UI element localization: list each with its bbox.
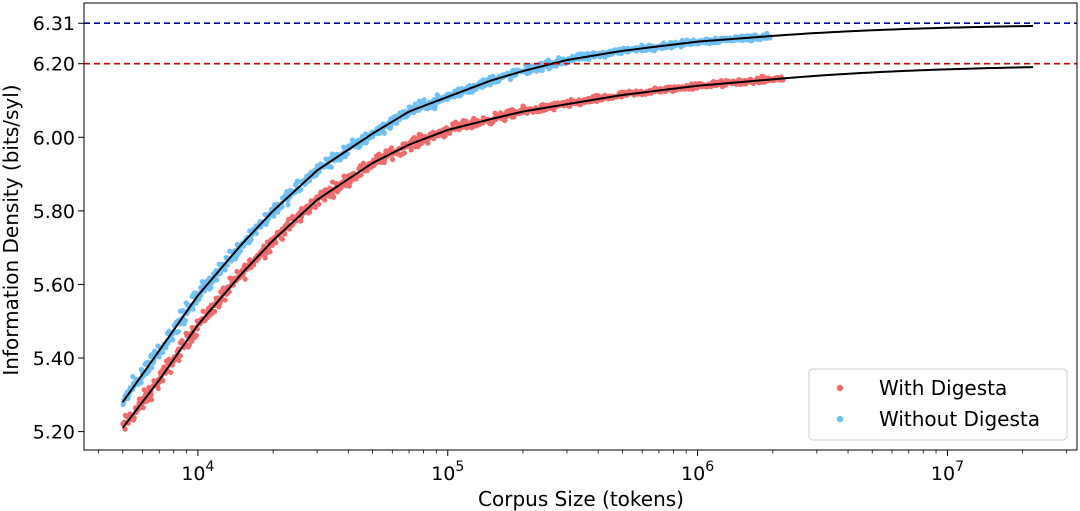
plot-frame	[83, 2, 1078, 451]
data-point	[408, 147, 414, 153]
data-point	[262, 255, 268, 261]
data-point	[279, 236, 285, 242]
data-point	[248, 237, 254, 243]
data-point	[193, 332, 200, 338]
data-point	[186, 342, 192, 348]
data-point	[175, 328, 181, 335]
legend-marker-without-digesta	[836, 415, 844, 423]
data-point	[312, 204, 319, 211]
x-tick-label: 107	[931, 459, 964, 485]
data-point	[149, 397, 155, 403]
data-point	[222, 267, 228, 273]
data-point	[298, 218, 304, 224]
data-point	[160, 378, 166, 384]
data-point	[149, 364, 155, 371]
data-point	[381, 157, 388, 163]
data-point	[182, 317, 189, 323]
data-point	[322, 197, 328, 203]
data-point	[298, 186, 304, 192]
data-point	[282, 231, 288, 237]
y-axis-title: Information Density (bits/syl)	[0, 84, 23, 375]
data-point	[131, 415, 137, 421]
y-tick-label: 6.31	[33, 13, 75, 35]
data-point	[539, 67, 545, 73]
data-point	[208, 284, 214, 291]
y-tick-label: 5.80	[33, 201, 75, 223]
fit-curve-with-digesta	[121, 66, 1034, 429]
data-point	[421, 97, 427, 103]
x-tick-label: 104	[181, 459, 214, 485]
data-point	[160, 349, 166, 355]
data-point	[227, 248, 233, 254]
data-point	[425, 140, 431, 146]
data-point	[271, 213, 277, 219]
data-point	[401, 150, 408, 156]
data-point	[381, 130, 388, 136]
data-point	[328, 164, 334, 170]
data-point	[507, 76, 514, 83]
data-point	[200, 308, 206, 314]
data-point	[377, 130, 383, 136]
y-tick-label: 6.20	[33, 54, 75, 76]
data-point	[330, 194, 337, 200]
data-point	[190, 306, 196, 312]
data-point	[237, 248, 244, 254]
legend-marker-with-digesta	[836, 384, 844, 392]
data-point	[156, 354, 162, 360]
data-point	[389, 156, 396, 163]
data-point	[463, 118, 469, 124]
data-point	[487, 82, 493, 88]
legend-box	[808, 368, 1068, 441]
data-point	[388, 145, 395, 151]
data-point	[168, 369, 174, 376]
data-point	[267, 249, 273, 255]
axes: 5.20 5.40 5.60 5.80 6.00 6.20 6.31 104 105 106 107	[33, 2, 1078, 485]
data-point	[285, 202, 291, 208]
plot-area	[84, 22, 1077, 432]
x-tick-label: 105	[431, 459, 464, 485]
data-point	[177, 352, 183, 359]
data-point	[214, 277, 220, 283]
data-point	[140, 405, 146, 411]
data-point	[163, 345, 169, 351]
data-point	[234, 268, 240, 275]
data-point	[189, 338, 195, 344]
data-point	[253, 230, 259, 236]
data-point	[307, 209, 313, 215]
y-tick-label: 5.60	[33, 274, 75, 296]
data-point	[155, 386, 161, 392]
data-point	[279, 203, 285, 210]
legend-label-without-digesta: Without Digesta	[879, 407, 1040, 431]
y-tick-label: 5.20	[33, 422, 75, 444]
data-point	[242, 276, 248, 282]
y-tick-label: 5.40	[33, 348, 75, 370]
data-point	[170, 337, 176, 343]
fit-curve-without-digesta	[121, 24, 1034, 403]
data-point	[344, 151, 351, 157]
data-point	[222, 297, 228, 303]
data-point	[358, 172, 364, 178]
data-point	[316, 201, 322, 207]
data-point	[212, 308, 218, 315]
y-tick-label: 6.00	[33, 127, 75, 149]
legend-label-with-digesta: With Digesta	[879, 376, 1007, 400]
data-point	[227, 275, 233, 281]
data-point	[189, 324, 195, 331]
x-axis-title: Corpus Size (tokens)	[478, 487, 684, 511]
legend: With Digesta Without Digesta	[808, 368, 1068, 441]
data-point	[273, 240, 279, 246]
data-point	[490, 73, 496, 80]
x-tick-label: 106	[681, 459, 714, 485]
data-point	[138, 380, 144, 386]
data-point	[176, 357, 182, 364]
data-point	[567, 103, 573, 110]
